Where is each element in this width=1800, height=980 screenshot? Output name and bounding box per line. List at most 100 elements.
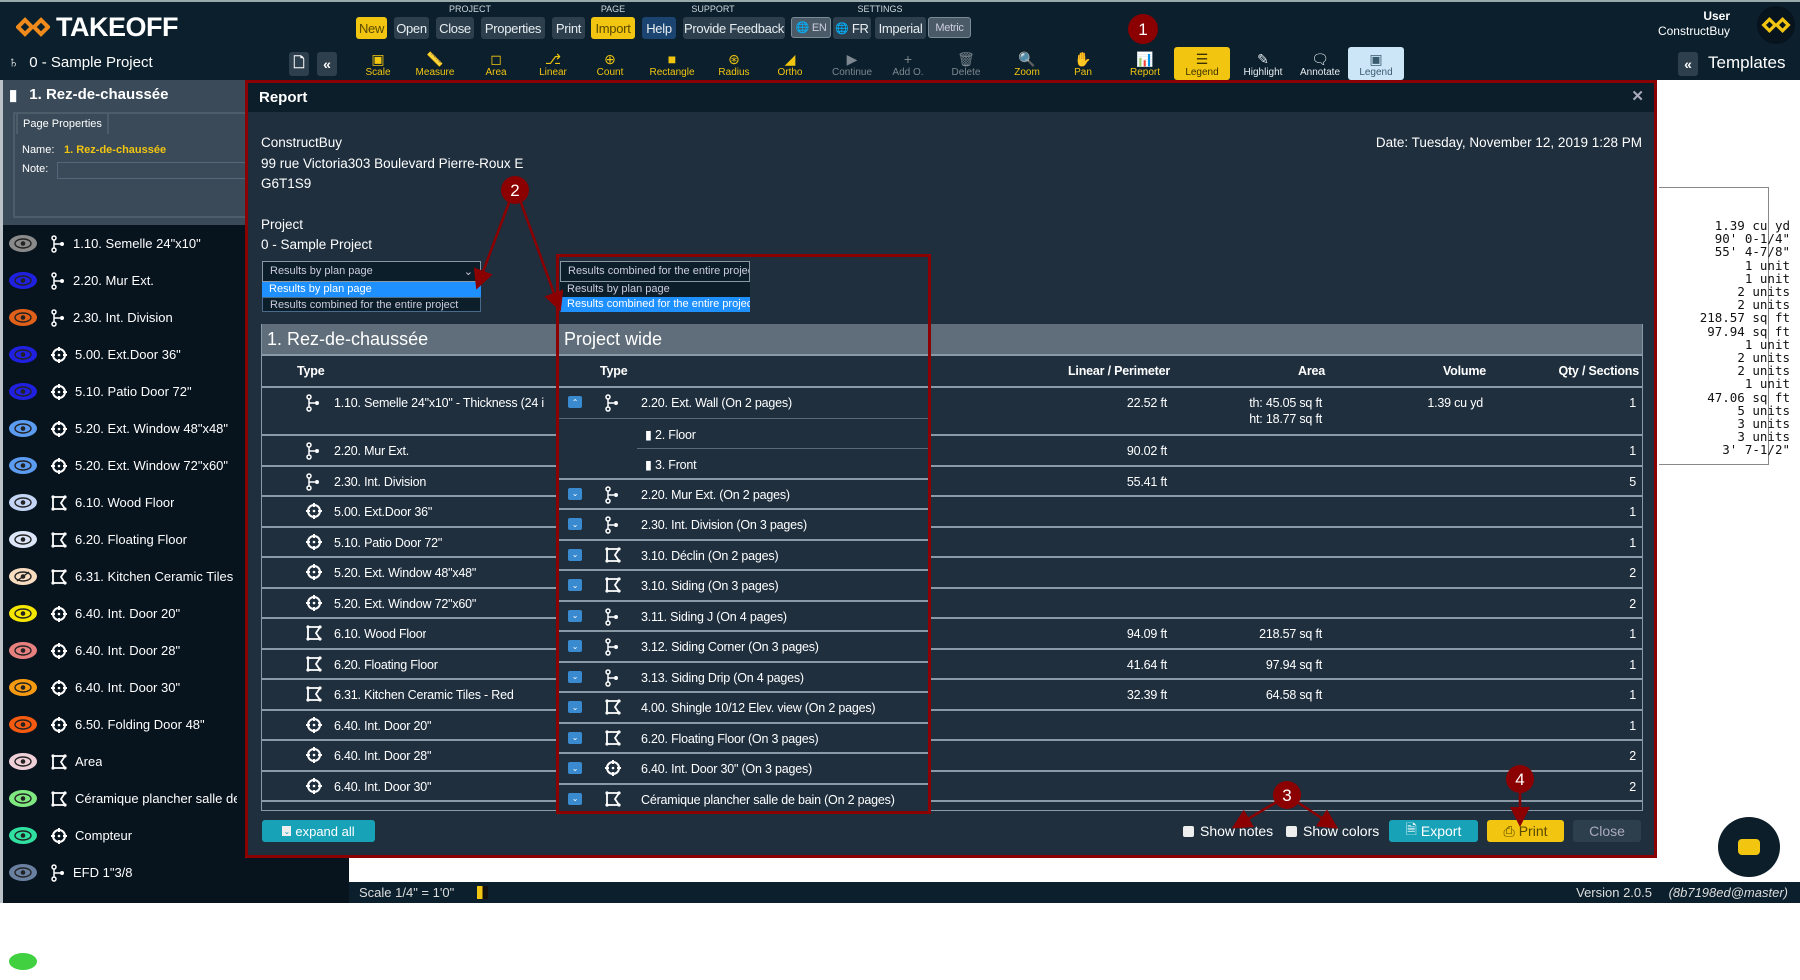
select-option-combined[interactable]: Results combined for the entire project: [560, 297, 750, 312]
show-notes-checkbox[interactable]: Show notes: [1183, 823, 1273, 839]
chevron-down-button[interactable]: ⌄: [568, 762, 582, 774]
sidebar-layer-item[interactable]: 5.20. Ext. Window 48"x48": [9, 410, 349, 447]
sidebar-layer-item[interactable]: Compteur: [9, 817, 349, 854]
select-option-by-page[interactable]: Results by plan page: [560, 282, 750, 297]
sidebar-layer-item[interactable]: Céramique plancher salle de bain: [9, 780, 349, 817]
top-button-fr[interactable]: 🌐 FR: [833, 17, 871, 39]
top-button-close[interactable]: Close: [436, 17, 474, 39]
eye-icon[interactable]: [9, 531, 37, 548]
tool-scale-button[interactable]: ▣ Scale: [350, 47, 406, 80]
expand-all-button[interactable]: ⌄ expand all: [262, 820, 375, 842]
sidebar-layer-item[interactable]: 6.40. Int. Door 28": [9, 632, 349, 669]
sidebar-layer-item[interactable]: 6.50. Folding Door 48": [9, 706, 349, 743]
eye-icon[interactable]: [9, 642, 37, 659]
top-button-imperial[interactable]: Imperial: [875, 17, 926, 39]
close-icon[interactable]: ✕: [1631, 88, 1644, 105]
tool-linear-button[interactable]: ⎇ Linear: [525, 47, 581, 80]
top-button-open[interactable]: Open: [394, 17, 429, 39]
chevron-down-button[interactable]: ⌄: [568, 731, 582, 744]
tool-report-button[interactable]: 📊 Report: [1117, 47, 1173, 80]
tool-delete-button[interactable]: 🗑 Delete: [938, 47, 994, 80]
eye-icon[interactable]: [9, 679, 37, 696]
tool-annotate-button[interactable]: 🗨 Annotate: [1292, 47, 1348, 80]
chevron-down-button[interactable]: ⌄: [568, 670, 582, 683]
select-option-combined[interactable]: Results combined for the entire project: [262, 297, 481, 312]
top-button-import[interactable]: Import: [591, 17, 635, 39]
sidebar-layer-item[interactable]: 2.20. Mur Ext.: [9, 262, 349, 299]
tool-zoom-button[interactable]: 🔍 Zoom: [999, 47, 1055, 80]
eye-icon[interactable]: [9, 420, 37, 437]
sidebar-item-partial[interactable]: [9, 943, 349, 980]
tool-rectangle-button[interactable]: ■ Rectangle: [644, 47, 700, 80]
chevron-down-button[interactable]: ⌄: [568, 487, 582, 500]
eye-icon[interactable]: [9, 346, 37, 363]
results-mode-select-combined[interactable]: Results combined for the entire project: [560, 261, 750, 282]
eye-icon[interactable]: [9, 383, 37, 400]
tool-highlight-button[interactable]: ✎ Highlight: [1235, 47, 1291, 80]
eye-icon[interactable]: [9, 753, 37, 770]
export-button[interactable]: 🗎 Export: [1389, 820, 1478, 842]
top-button-help[interactable]: Help: [642, 17, 676, 39]
tool-legend-button[interactable]: ▣ Legend: [1348, 47, 1404, 80]
sidebar-layer-item[interactable]: 6.20. Floating Floor: [9, 521, 349, 558]
eye-icon[interactable]: [9, 864, 37, 881]
chat-button[interactable]: [1718, 817, 1780, 877]
tool-continue-button[interactable]: ▶ Continue: [824, 47, 880, 80]
tool-area-button[interactable]: ◻ Area: [468, 47, 524, 80]
tool-count-button[interactable]: ⊕ Count: [582, 47, 638, 80]
eye-icon[interactable]: [9, 235, 37, 252]
chevron-down-button[interactable]: ⌄: [568, 579, 582, 591]
chevron-down-button[interactable]: ⌄: [568, 792, 582, 805]
page-link[interactable]: ▮ 3. Front: [645, 457, 697, 472]
tool-radius-button[interactable]: ⊛ Radius: [706, 47, 762, 80]
templates-label[interactable]: Templates: [1708, 53, 1786, 72]
user-info[interactable]: User ConstructBuy: [1658, 9, 1730, 39]
print-button[interactable]: ⎙ Print: [1487, 820, 1564, 842]
tool-add-o--button[interactable]: + Add O.: [880, 47, 936, 80]
templates-toggle-button[interactable]: «: [1678, 52, 1698, 76]
user-avatar[interactable]: [1757, 6, 1795, 44]
top-button-properties[interactable]: Properties: [481, 17, 545, 39]
sidebar-layer-item[interactable]: 5.10. Patio Door 72": [9, 373, 349, 410]
eye-slash-icon[interactable]: [9, 568, 37, 585]
add-page-button[interactable]: 🗋: [289, 52, 309, 76]
top-button-provide-feedback[interactable]: Provide Feedback: [683, 17, 785, 39]
sidebar-layer-item[interactable]: Area: [9, 743, 349, 780]
results-mode-select[interactable]: Results by plan page ⌄: [262, 261, 481, 282]
sidebar-layer-item[interactable]: 5.20. Ext. Window 72"x60": [9, 447, 349, 484]
select-option-by-page[interactable]: Results by plan page: [262, 282, 481, 297]
eye-icon[interactable]: [9, 272, 37, 289]
chevron-down-button[interactable]: ⌄: [568, 518, 582, 530]
sidebar-layer-item[interactable]: EFD 1"3/8: [9, 854, 349, 891]
sidebar-layer-item[interactable]: 6.40. Int. Door 30": [9, 669, 349, 706]
top-button-print[interactable]: Print: [552, 17, 585, 39]
chevron-down-button[interactable]: ⌄: [568, 609, 582, 622]
checkbox[interactable]: [1183, 825, 1194, 837]
sidebar-layer-item[interactable]: 5.00. Ext.Door 36": [9, 336, 349, 373]
tool-ortho-button[interactable]: ◢ Ortho: [762, 47, 818, 80]
show-colors-checkbox[interactable]: Show colors: [1286, 823, 1379, 839]
eye-icon[interactable]: [9, 716, 37, 733]
tool-legend-button[interactable]: ☰ Legend: [1174, 47, 1230, 80]
eye-icon[interactable]: [9, 790, 37, 807]
chevron-down-button[interactable]: ⌄: [568, 701, 582, 713]
tool-pan-button[interactable]: ✋ Pan: [1055, 47, 1111, 80]
sidebar-layer-item[interactable]: 6.40. Int. Door 20": [9, 595, 349, 632]
eye-icon[interactable]: [9, 494, 37, 511]
checkbox[interactable]: [1286, 825, 1297, 837]
chevron-down-button[interactable]: ⌄: [568, 548, 582, 561]
scale-icon[interactable]: [477, 886, 488, 899]
close-button[interactable]: Close: [1573, 820, 1641, 842]
chevron-down-button[interactable]: ⌄: [568, 640, 582, 652]
page-link[interactable]: ▮ 2. Floor: [645, 427, 696, 442]
sidebar-layer-item[interactable]: 6.31. Kitchen Ceramic Tiles - Red: [9, 558, 349, 595]
name-value[interactable]: 1. Rez-de-chaussée: [64, 144, 167, 156]
eye-icon[interactable]: [9, 457, 37, 474]
eye-icon[interactable]: [9, 953, 37, 970]
top-button-new[interactable]: New: [356, 17, 387, 39]
top-button-metric[interactable]: Metric: [928, 17, 971, 38]
top-button-en[interactable]: 🌐 EN: [791, 17, 831, 38]
tab-page-properties[interactable]: Page Properties: [16, 112, 109, 134]
sidebar-layer-item[interactable]: 6.10. Wood Floor: [9, 484, 349, 521]
eye-icon[interactable]: [9, 309, 37, 326]
